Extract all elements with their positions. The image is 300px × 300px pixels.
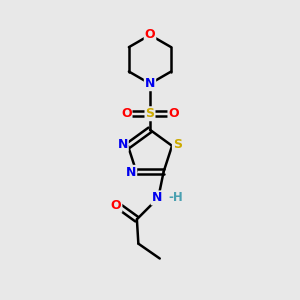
Text: O: O: [169, 107, 179, 120]
Text: S: S: [173, 138, 182, 151]
Text: -H: -H: [169, 191, 183, 204]
Text: N: N: [145, 77, 155, 90]
Text: O: O: [111, 199, 122, 212]
Text: N: N: [152, 191, 162, 204]
Text: O: O: [145, 28, 155, 41]
Text: N: N: [117, 138, 128, 151]
Text: S: S: [146, 107, 154, 120]
Text: O: O: [121, 107, 131, 120]
Text: N: N: [126, 166, 136, 179]
